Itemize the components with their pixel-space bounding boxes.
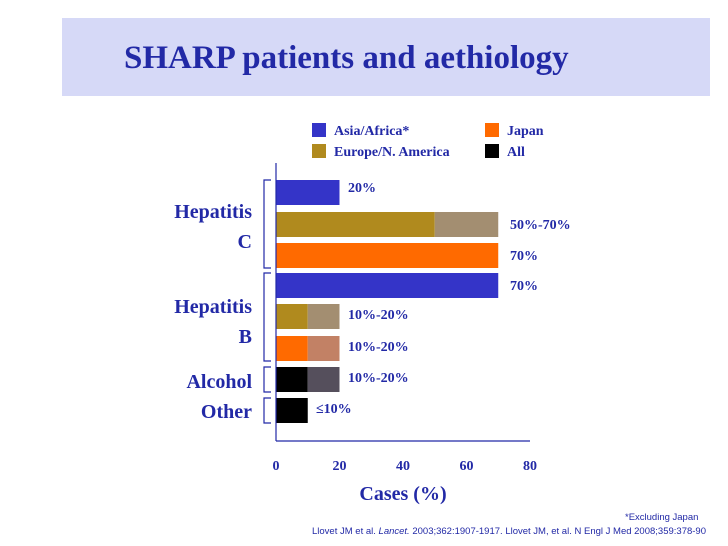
bar-range-europe_na-1 <box>434 212 499 237</box>
data-label-0: 20% <box>348 181 376 196</box>
data-label-7: ≤10% <box>316 402 352 417</box>
group-label-line2-1: B <box>239 326 252 348</box>
bar-range-europe_na-4 <box>307 304 340 329</box>
group-label-line2-0: C <box>238 231 252 253</box>
x-tick-label-80: 80 <box>523 459 537 474</box>
data-label-2: 70% <box>510 249 538 264</box>
bar-europe_na-1 <box>276 212 435 237</box>
reference-journal: Lancet. <box>378 526 410 537</box>
group-label-2: Alcohol <box>186 371 252 393</box>
bar-asia_africa-0 <box>276 180 340 205</box>
x-tick-label-40: 40 <box>396 459 410 474</box>
legend-label-all: All <box>507 145 525 160</box>
group-bracket-1 <box>263 272 271 362</box>
legend-swatch-asia-africa <box>312 123 326 137</box>
legend-item-asia-africa: Asia/Africa* <box>312 123 409 140</box>
data-label-3: 70% <box>510 279 538 294</box>
x-tick-label-60: 60 <box>460 459 474 474</box>
group-bracket-3 <box>263 397 271 424</box>
legend-label-japan: Japan <box>507 124 544 139</box>
bar-all-7 <box>276 398 308 423</box>
group-bracket-0 <box>263 179 271 269</box>
footnote: *Excluding Japan <box>625 512 699 523</box>
title-banner <box>62 18 710 96</box>
legend-swatch-europe-na <box>312 144 326 158</box>
bar-range-all-6 <box>307 367 340 392</box>
x-tick-label-0: 0 <box>273 459 280 474</box>
bar-all-6 <box>276 367 308 392</box>
legend-item-all: All <box>485 144 525 161</box>
slide-title: SHARP patients and aethiology <box>124 40 569 76</box>
bar-europe_na-4 <box>276 304 308 329</box>
reference-part2: 2003;362:1907-1917. Llovet JM, et al. N … <box>409 526 706 537</box>
legend-item-europe-na: Europe/N. America <box>312 144 450 161</box>
bar-asia_africa-3 <box>276 273 499 298</box>
reference-citation: Llovet JM et al. Lancet. 2003;362:1907-1… <box>312 526 706 537</box>
reference-part1: Llovet JM et al. <box>312 526 379 537</box>
x-tick-label-20: 20 <box>333 459 347 474</box>
data-label-1: 50%-70% <box>510 218 571 233</box>
data-label-4: 10%-20% <box>348 308 409 323</box>
group-bracket-2 <box>263 366 271 393</box>
legend-swatch-all <box>485 144 499 158</box>
data-label-6: 10%-20% <box>348 371 409 386</box>
legend-label-asia-africa: Asia/Africa* <box>334 124 410 139</box>
group-label-0: Hepatitis <box>174 201 252 223</box>
legend-swatch-japan <box>485 123 499 137</box>
bar-japan-2 <box>276 243 499 268</box>
bar-range-japan-5 <box>307 336 340 361</box>
group-label-1: Hepatitis <box>174 296 252 318</box>
group-label-3: Other <box>201 401 252 423</box>
data-label-5: 10%-20% <box>348 340 409 355</box>
legend-item-japan: Japan <box>485 123 544 140</box>
x-axis-title: Cases (%) <box>359 483 446 505</box>
legend-label-europe-na: Europe/N. America <box>334 145 450 160</box>
bar-japan-5 <box>276 336 308 361</box>
